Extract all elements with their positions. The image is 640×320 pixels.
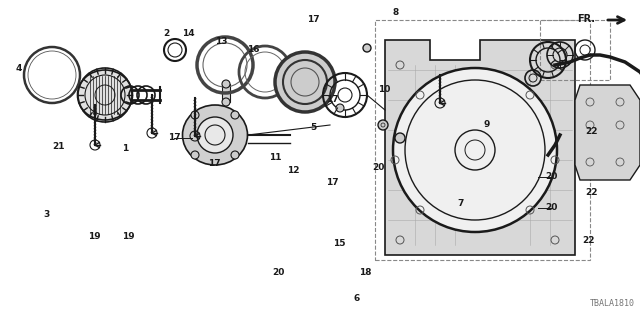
Circle shape xyxy=(393,68,557,232)
Text: 19: 19 xyxy=(88,232,101,241)
Circle shape xyxy=(231,151,239,159)
Text: 3: 3 xyxy=(43,210,49,219)
Circle shape xyxy=(191,111,199,119)
Text: 15: 15 xyxy=(333,239,346,248)
Text: 8: 8 xyxy=(392,8,399,17)
Bar xyxy=(222,84,230,102)
Text: 17: 17 xyxy=(326,178,339,187)
Text: 1: 1 xyxy=(122,144,128,153)
Text: 20: 20 xyxy=(372,163,385,172)
Text: 21: 21 xyxy=(52,142,65,151)
Text: 17: 17 xyxy=(208,159,221,168)
Circle shape xyxy=(275,52,335,112)
Text: 22: 22 xyxy=(586,127,598,136)
Circle shape xyxy=(378,120,388,130)
Polygon shape xyxy=(385,40,575,255)
Text: 17: 17 xyxy=(168,133,180,142)
Ellipse shape xyxy=(77,70,132,120)
Circle shape xyxy=(395,133,405,143)
Text: 18: 18 xyxy=(358,268,371,277)
Text: 19: 19 xyxy=(122,232,134,241)
Text: 16: 16 xyxy=(246,45,259,54)
Text: 20: 20 xyxy=(272,268,285,277)
Text: 17: 17 xyxy=(307,15,320,24)
Circle shape xyxy=(336,104,344,112)
Circle shape xyxy=(222,80,230,88)
Circle shape xyxy=(197,117,233,153)
Circle shape xyxy=(222,98,230,106)
Polygon shape xyxy=(575,85,640,180)
Text: TBALA1810: TBALA1810 xyxy=(590,299,635,308)
Text: 2: 2 xyxy=(163,29,170,38)
Text: 6: 6 xyxy=(354,294,360,303)
Text: 20: 20 xyxy=(545,172,558,181)
Ellipse shape xyxy=(182,105,248,165)
Text: 12: 12 xyxy=(287,166,300,175)
Text: FR.: FR. xyxy=(577,14,595,24)
Text: 20: 20 xyxy=(545,204,558,212)
Text: 7: 7 xyxy=(458,199,464,208)
Text: 22: 22 xyxy=(586,188,598,197)
Text: 9: 9 xyxy=(483,120,490,129)
Circle shape xyxy=(191,151,199,159)
Text: 13: 13 xyxy=(214,37,227,46)
Text: 10: 10 xyxy=(378,85,390,94)
Text: 11: 11 xyxy=(269,153,282,162)
Circle shape xyxy=(363,44,371,52)
Text: 14: 14 xyxy=(182,29,195,38)
Text: 17: 17 xyxy=(326,95,339,104)
Text: 5: 5 xyxy=(310,124,317,132)
Text: 22: 22 xyxy=(582,236,595,245)
Bar xyxy=(540,20,610,80)
Bar xyxy=(375,20,590,260)
Text: 4: 4 xyxy=(16,64,22,73)
Circle shape xyxy=(231,111,239,119)
